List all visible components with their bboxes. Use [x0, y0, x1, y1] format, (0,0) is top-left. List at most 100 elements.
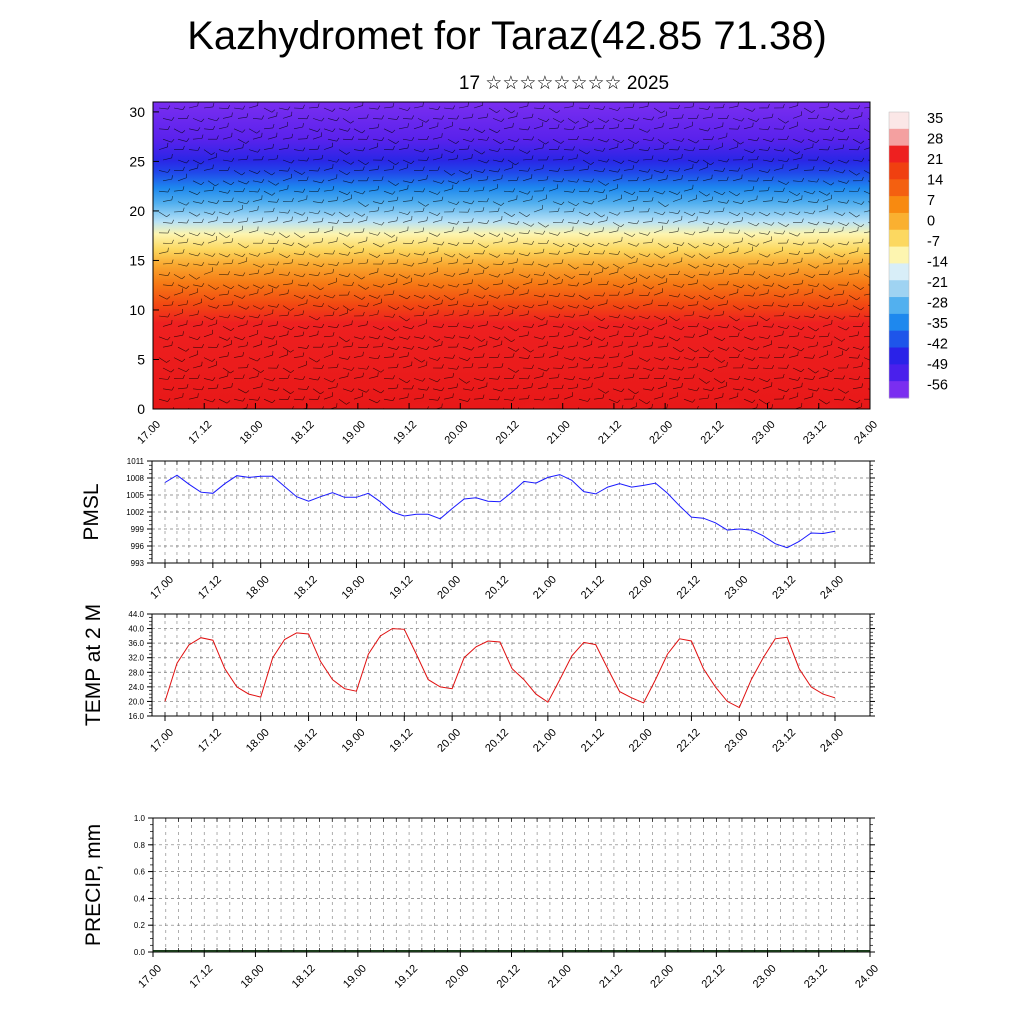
wind-barb: [293, 398, 303, 401]
wind-barb-flag: [647, 253, 651, 257]
wind-barb: [567, 284, 577, 287]
wind-barb: [308, 107, 318, 109]
wind-barb-flag: [532, 407, 535, 409]
wind-barb: [222, 262, 232, 265]
wind-barb-flag: [801, 279, 804, 284]
wind-barb-flag: [306, 282, 310, 287]
wind-barb-flag: [287, 209, 291, 214]
wind-barb: [792, 386, 802, 390]
wind-barb: [702, 200, 712, 202]
wind-barb: [488, 378, 498, 380]
y-tick-label: 15: [129, 252, 145, 268]
wind-barb-flag: [291, 159, 295, 164]
wind-barb-flag: [227, 352, 229, 357]
wind-barb-flag: [316, 317, 321, 321]
wind-barb-flag: [830, 287, 834, 291]
x-tick-label: 20.00: [435, 574, 463, 602]
wind-barb-flag: [227, 104, 230, 109]
wind-barb: [597, 345, 607, 348]
wind-barb: [612, 178, 622, 182]
wind-barb-flag: [666, 301, 669, 306]
wind-barb: [713, 314, 723, 317]
wind-barb-flag: [242, 397, 246, 402]
wind-barb-flag: [496, 233, 501, 237]
wind-barb-flag: [801, 326, 805, 331]
wind-barb-flag: [710, 162, 714, 166]
wind-barb: [623, 315, 633, 320]
wind-barb: [668, 315, 677, 322]
wind-barb: [267, 344, 277, 348]
wind-barb-flag: [876, 222, 879, 225]
wind-barb-flag: [856, 297, 861, 301]
wind-barb: [713, 170, 723, 172]
wind-barb: [488, 274, 498, 278]
wind-barb-flag: [516, 258, 518, 263]
wind-barb-flag: [497, 207, 500, 212]
wind-barb-flag: [782, 104, 785, 108]
wind-barb-flag: [167, 272, 171, 276]
wind-barb-flag: [857, 124, 860, 129]
wind-barb: [447, 138, 456, 144]
wind-barb: [413, 149, 423, 153]
wind-barb-flag: [873, 375, 874, 379]
wind-barb: [788, 125, 798, 130]
wind-barb: [747, 325, 757, 327]
wind-barb: [518, 335, 528, 338]
wind-barb-flag: [245, 286, 250, 290]
wind-barb-flag: [407, 253, 411, 257]
wind-barb-flag: [305, 244, 310, 248]
wind-barb-flag: [602, 106, 606, 110]
wind-barb-flag: [816, 139, 820, 143]
wind-barb: [357, 388, 367, 393]
wind-barb-flag: [407, 393, 409, 398]
wind-barb-flag: [411, 411, 414, 414]
wind-barb-flag: [381, 260, 384, 265]
wind-barb: [233, 170, 242, 176]
wind-barb-flag: [391, 234, 396, 238]
wind-barb: [177, 263, 187, 267]
wind-barb-flag: [182, 207, 185, 212]
wind-barb: [473, 149, 482, 155]
wind-barb: [563, 106, 573, 109]
wind-barb: [792, 346, 802, 352]
wind-barb: [642, 221, 652, 223]
wind-barb: [488, 107, 497, 113]
wind-barb-flag: [812, 190, 816, 195]
wind-barb: [623, 147, 633, 150]
wind-barb-flag: [181, 358, 186, 362]
wind-barb: [267, 324, 277, 327]
wind-barb-flag: [662, 335, 666, 340]
wind-barb: [762, 344, 772, 348]
wind-barb-flag: [471, 240, 474, 244]
wind-barb: [252, 344, 262, 348]
wind-barb-flag: [422, 378, 426, 382]
wind-barb: [657, 281, 667, 286]
wind-barb: [728, 170, 738, 172]
wind-barb: [717, 365, 727, 369]
wind-barb: [552, 201, 562, 206]
wind-barb-flag: [861, 176, 864, 181]
wind-barb-flag: [426, 174, 428, 179]
wind-barb: [758, 190, 769, 192]
wind-barb: [248, 230, 258, 234]
wind-barb-flag: [782, 273, 786, 277]
wind-barb-flag: [857, 331, 859, 336]
wind-barb: [267, 305, 277, 308]
x-tick-label: 20.12: [494, 419, 522, 447]
wind-barb-flag: [167, 313, 171, 318]
wind-barb: [642, 118, 652, 121]
wind-barb-flag: [561, 278, 563, 284]
wind-barb-flag: [632, 206, 635, 211]
wind-barb: [432, 284, 442, 289]
wind-barb: [192, 346, 203, 349]
wind-barb-flag: [722, 103, 725, 108]
wind-barb: [387, 159, 396, 166]
wind-barb: [582, 263, 592, 266]
wind-barb: [252, 323, 262, 327]
wind-barb: [657, 367, 667, 370]
wind-barb: [657, 323, 667, 327]
wind-barb: [852, 159, 862, 162]
wind-barb: [353, 336, 363, 340]
wind-barb-flag: [815, 328, 820, 332]
wind-barb: [158, 128, 168, 130]
